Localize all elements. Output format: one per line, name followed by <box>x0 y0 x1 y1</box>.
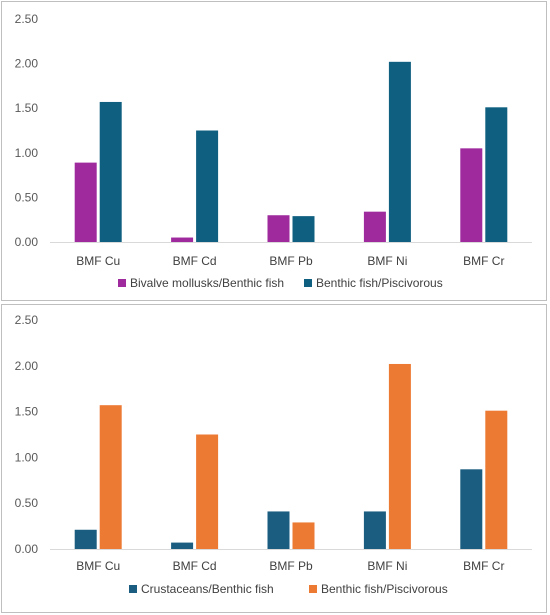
x-category-label: BMF Cu <box>76 254 120 268</box>
y-tick-label: 1.00 <box>15 146 39 160</box>
y-tick-label: 2.50 <box>15 12 39 26</box>
bar <box>196 130 219 242</box>
legend-swatch <box>129 585 137 593</box>
legend-label: Benthic fish/Piscivorous <box>316 276 443 290</box>
bar <box>388 61 411 242</box>
bar <box>388 363 411 549</box>
x-category-label: BMF Cd <box>173 254 217 268</box>
legend-label: Crustaceans/Benthic fish <box>141 582 274 596</box>
y-tick-label: 2.00 <box>15 57 39 71</box>
y-tick-label: 0.50 <box>15 496 39 510</box>
x-category-label: BMF Pb <box>269 559 313 573</box>
legend-swatch <box>304 279 312 287</box>
y-tick-label: 0.00 <box>15 235 39 249</box>
x-category-label: BMF Cd <box>173 559 217 573</box>
bar <box>171 542 194 549</box>
bar <box>99 101 122 243</box>
legend-label: Benthic fish/Piscivorous <box>321 582 448 596</box>
x-category-label: BMF Cu <box>76 559 120 573</box>
bar <box>485 410 508 549</box>
y-tick-label: 1.00 <box>15 450 39 464</box>
bar <box>460 148 483 242</box>
legend-swatch <box>118 279 126 287</box>
x-category-label: BMF Cr <box>463 559 504 573</box>
x-category-label: BMF Pb <box>269 254 313 268</box>
bar <box>460 469 483 549</box>
y-tick-label: 1.50 <box>15 101 39 115</box>
bar <box>267 511 290 549</box>
y-tick-label: 0.00 <box>15 542 39 556</box>
chart-panel-top: 0.00 0.50 1.00 1.50 2.00 2.50 BMF Cu BMF Cd BMF … <box>1 1 547 301</box>
bar <box>196 434 219 549</box>
bar <box>292 216 315 242</box>
chart-panel-bottom: 0.00 0.50 1.00 1.50 2.00 2.50 BMF Cu BMF Cd BMF … <box>1 304 547 613</box>
y-tick-label: 1.50 <box>15 405 39 419</box>
bar <box>267 215 290 242</box>
x-category-label: BMF Ni <box>367 254 407 268</box>
bar <box>74 529 97 549</box>
bar <box>485 107 508 242</box>
legend-label: Bivalve mollusks/Benthic fish <box>130 276 284 290</box>
bar <box>363 211 386 242</box>
y-tick-label: 2.00 <box>15 359 39 373</box>
bar <box>74 162 97 242</box>
bmf-bar-chart-top: 0.00 0.50 1.00 1.50 2.00 2.50 BMF Cu BMF Cd BMF … <box>15 12 532 290</box>
bar <box>99 405 122 549</box>
bar <box>171 237 194 242</box>
x-category-label: BMF Ni <box>367 559 407 573</box>
bar <box>292 522 315 549</box>
y-tick-label: 2.50 <box>15 313 39 327</box>
bar <box>363 511 386 549</box>
x-category-label: BMF Cr <box>463 254 504 268</box>
bmf-bar-chart-bottom: 0.00 0.50 1.00 1.50 2.00 2.50 BMF Cu BMF Cd BMF … <box>15 313 532 596</box>
legend-swatch <box>309 585 317 593</box>
y-tick-label: 0.50 <box>15 190 39 204</box>
